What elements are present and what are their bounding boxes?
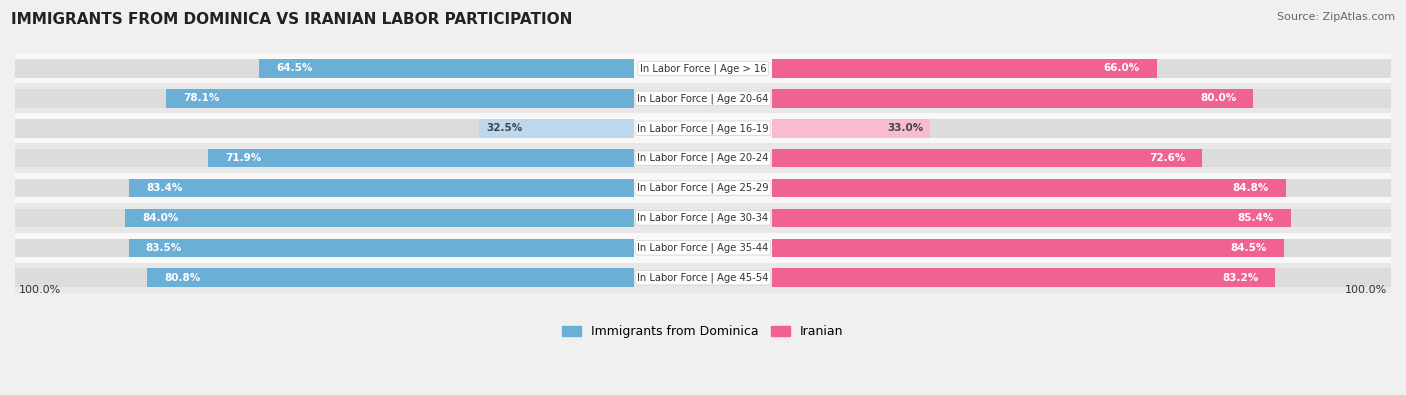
Text: In Labor Force | Age 16-19: In Labor Force | Age 16-19: [637, 123, 769, 134]
Bar: [259, 59, 634, 78]
Bar: [15, 209, 634, 227]
Bar: [772, 209, 1391, 227]
Text: In Labor Force | Age > 16: In Labor Force | Age > 16: [640, 63, 766, 74]
Bar: [15, 179, 634, 198]
Text: 83.4%: 83.4%: [146, 183, 183, 193]
Bar: [772, 119, 1391, 137]
Bar: [772, 59, 1157, 78]
Text: In Labor Force | Age 20-64: In Labor Force | Age 20-64: [637, 93, 769, 103]
Text: In Labor Force | Age 20-24: In Labor Force | Age 20-24: [637, 153, 769, 164]
Bar: [15, 113, 1391, 143]
Bar: [15, 263, 1391, 293]
Text: 85.4%: 85.4%: [1237, 213, 1274, 223]
Bar: [148, 269, 634, 287]
Text: 64.5%: 64.5%: [277, 64, 312, 73]
Bar: [772, 149, 1202, 167]
Text: 84.5%: 84.5%: [1230, 243, 1267, 253]
Text: 83.5%: 83.5%: [146, 243, 181, 253]
Text: Source: ZipAtlas.com: Source: ZipAtlas.com: [1277, 12, 1395, 22]
Bar: [772, 59, 1391, 78]
Bar: [15, 233, 1391, 263]
Bar: [772, 269, 1275, 287]
Bar: [772, 179, 1286, 198]
Bar: [15, 83, 1391, 113]
Text: In Labor Force | Age 45-54: In Labor Force | Age 45-54: [637, 273, 769, 283]
Text: 100.0%: 100.0%: [18, 285, 60, 295]
Bar: [15, 203, 1391, 233]
Bar: [15, 143, 1391, 173]
Text: 66.0%: 66.0%: [1104, 64, 1140, 73]
Text: 100.0%: 100.0%: [1346, 285, 1388, 295]
Text: 72.6%: 72.6%: [1149, 153, 1185, 163]
Bar: [772, 179, 1391, 198]
Bar: [125, 209, 634, 227]
Bar: [479, 119, 634, 137]
Bar: [15, 54, 1391, 83]
Text: 80.0%: 80.0%: [1199, 93, 1236, 103]
Bar: [15, 239, 634, 257]
Text: 33.0%: 33.0%: [887, 123, 924, 133]
Bar: [772, 239, 1284, 257]
Bar: [15, 119, 634, 137]
Bar: [15, 149, 634, 167]
Bar: [772, 89, 1253, 107]
Text: In Labor Force | Age 30-34: In Labor Force | Age 30-34: [637, 213, 769, 223]
Text: 84.8%: 84.8%: [1233, 183, 1270, 193]
Text: 84.0%: 84.0%: [142, 213, 179, 223]
Bar: [772, 89, 1391, 107]
Bar: [772, 209, 1291, 227]
Bar: [772, 119, 929, 137]
Text: 83.2%: 83.2%: [1222, 273, 1258, 283]
Text: 71.9%: 71.9%: [225, 153, 262, 163]
Text: 80.8%: 80.8%: [165, 273, 201, 283]
Bar: [15, 59, 634, 78]
Bar: [772, 149, 1391, 167]
Text: IMMIGRANTS FROM DOMINICA VS IRANIAN LABOR PARTICIPATION: IMMIGRANTS FROM DOMINICA VS IRANIAN LABO…: [11, 12, 572, 27]
Bar: [772, 269, 1391, 287]
Bar: [208, 149, 634, 167]
Text: In Labor Force | Age 35-44: In Labor Force | Age 35-44: [637, 243, 769, 253]
Bar: [772, 239, 1391, 257]
Bar: [15, 173, 1391, 203]
Legend: Immigrants from Dominica, Iranian: Immigrants from Dominica, Iranian: [557, 320, 849, 343]
Text: 32.5%: 32.5%: [486, 123, 523, 133]
Text: 78.1%: 78.1%: [183, 93, 219, 103]
Bar: [128, 239, 634, 257]
Bar: [166, 89, 634, 107]
Bar: [129, 179, 634, 198]
Text: In Labor Force | Age 25-29: In Labor Force | Age 25-29: [637, 183, 769, 193]
Bar: [15, 269, 634, 287]
Bar: [15, 89, 634, 107]
